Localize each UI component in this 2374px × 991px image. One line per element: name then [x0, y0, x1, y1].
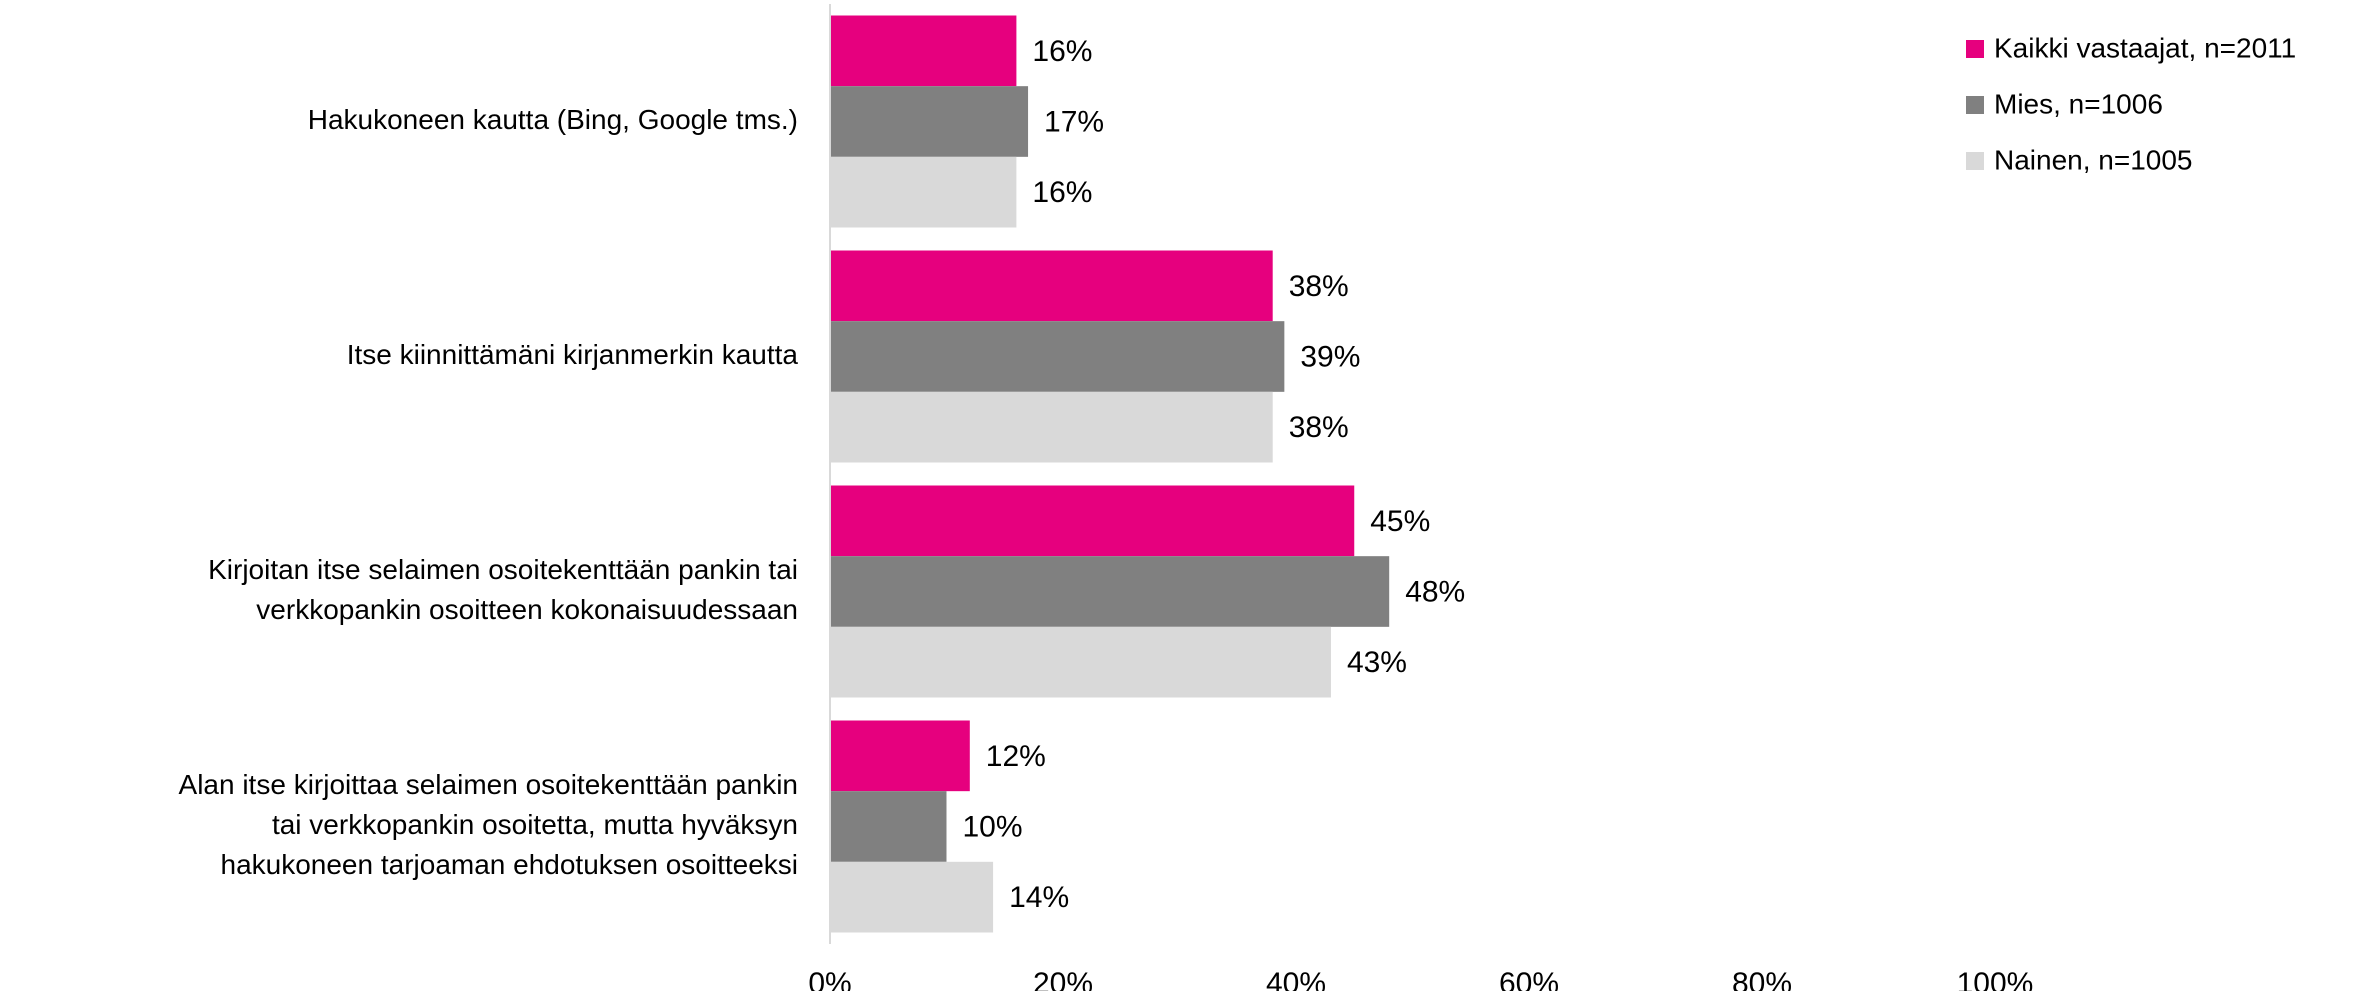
x-tick-label: 100% — [1957, 967, 2034, 991]
bar — [830, 485, 1355, 557]
bar — [830, 321, 1285, 392]
data-label: 17% — [1044, 105, 1104, 138]
legend-swatch — [1966, 152, 1984, 170]
data-label: 39% — [1300, 340, 1360, 373]
data-label: 48% — [1405, 575, 1465, 608]
data-label: 12% — [986, 740, 1046, 773]
data-label: 38% — [1289, 270, 1349, 303]
bar — [830, 391, 1273, 463]
category-label: tai verkkopankin osoitetta, mutta hyväks… — [272, 809, 798, 840]
bar — [830, 861, 994, 933]
bar — [830, 556, 1390, 627]
data-label: 14% — [1009, 881, 1069, 914]
bar — [830, 720, 970, 792]
x-tick-label: 60% — [1499, 967, 1559, 991]
category-label: Hakukoneen kautta (Bing, Google tms.) — [308, 104, 798, 135]
data-label: 10% — [963, 810, 1023, 843]
data-label: 38% — [1289, 411, 1349, 444]
data-label: 16% — [1032, 176, 1092, 209]
legend-swatch — [1966, 96, 1984, 114]
x-tick-label: 0% — [808, 967, 851, 991]
category-label: Itse kiinnittämäni kirjanmerkin kautta — [347, 339, 799, 370]
legend-label: Nainen, n=1005 — [1994, 144, 2193, 175]
category-label: hakukoneen tarjoaman ehdotuksen osoittee… — [221, 849, 799, 880]
x-tick-label: 80% — [1732, 967, 1792, 991]
bar — [830, 626, 1331, 698]
category-label: Alan itse kirjoittaa selaimen osoitekent… — [179, 769, 798, 800]
bar — [830, 250, 1273, 322]
bar — [830, 15, 1017, 87]
bar — [830, 791, 947, 862]
x-tick-label: 40% — [1266, 967, 1326, 991]
x-tick-label: 20% — [1033, 967, 1093, 991]
data-label: 16% — [1032, 35, 1092, 68]
bar — [830, 156, 1017, 228]
legend-label: Mies, n=1006 — [1994, 88, 2163, 119]
data-label: 43% — [1347, 646, 1407, 679]
category-label: Kirjoitan itse selaimen osoitekenttään p… — [208, 554, 798, 585]
data-label: 45% — [1370, 505, 1430, 538]
bar — [830, 86, 1029, 157]
legend-swatch — [1966, 40, 1984, 58]
category-label: verkkopankin osoitteen kokonaisuudessaan — [256, 594, 798, 625]
legend-label: Kaikki vastaajat, n=2011 — [1994, 32, 2296, 63]
